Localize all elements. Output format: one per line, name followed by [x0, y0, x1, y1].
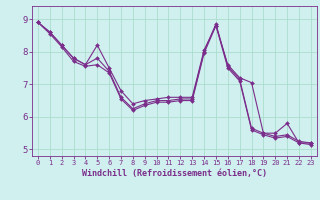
X-axis label: Windchill (Refroidissement éolien,°C): Windchill (Refroidissement éolien,°C): [82, 169, 267, 178]
